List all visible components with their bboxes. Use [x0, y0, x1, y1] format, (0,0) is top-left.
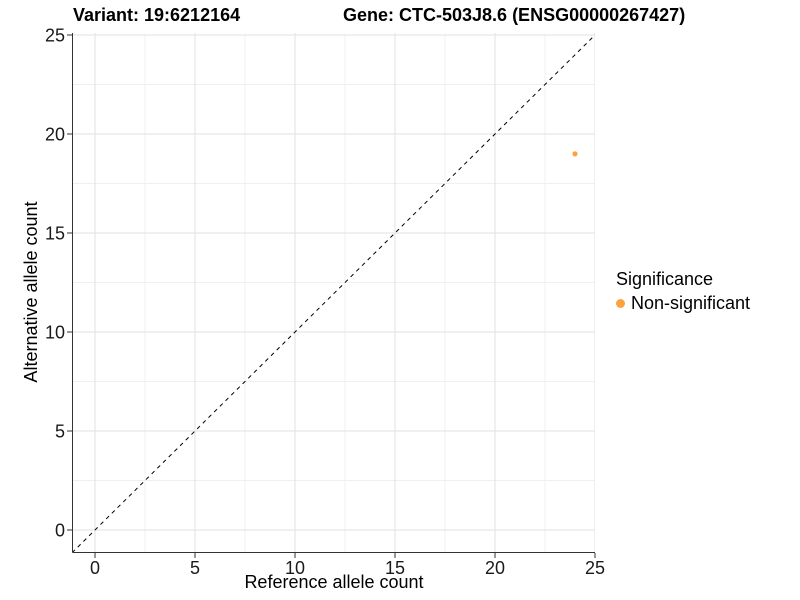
- legend-item-label: Non-significant: [631, 293, 751, 313]
- identity-dashed-line: [73, 34, 595, 552]
- legend-point-icon: [616, 298, 625, 308]
- legend-title: Significance: [616, 269, 714, 289]
- x-tick-label: 15: [385, 558, 405, 578]
- y-tick-label: 20: [45, 125, 65, 145]
- y-tick-label: 25: [45, 26, 65, 46]
- y-tick-label: 15: [45, 224, 65, 244]
- x-tick-label: 5: [190, 558, 200, 578]
- x-tick-label: 25: [585, 558, 605, 578]
- y-tick-label: 5: [55, 422, 65, 442]
- y-tick-label: 0: [55, 521, 65, 541]
- y-axis-title: Alternative allele count: [21, 201, 41, 383]
- legend-item: Non-significant: [616, 292, 750, 314]
- x-tick-label: 10: [285, 558, 305, 578]
- legend: Significance Non-significant: [616, 268, 750, 314]
- y-tick-label: 10: [45, 323, 65, 343]
- gene-title: Gene: CTC-503J8.6 (ENSG00000267427): [343, 5, 686, 25]
- x-tick-label: 20: [485, 558, 505, 578]
- x-axis-title: Reference allele count: [244, 572, 424, 592]
- variant-title: Variant: 19:6212164: [73, 5, 241, 25]
- data-point: [572, 151, 578, 157]
- x-tick-label: 0: [90, 558, 100, 578]
